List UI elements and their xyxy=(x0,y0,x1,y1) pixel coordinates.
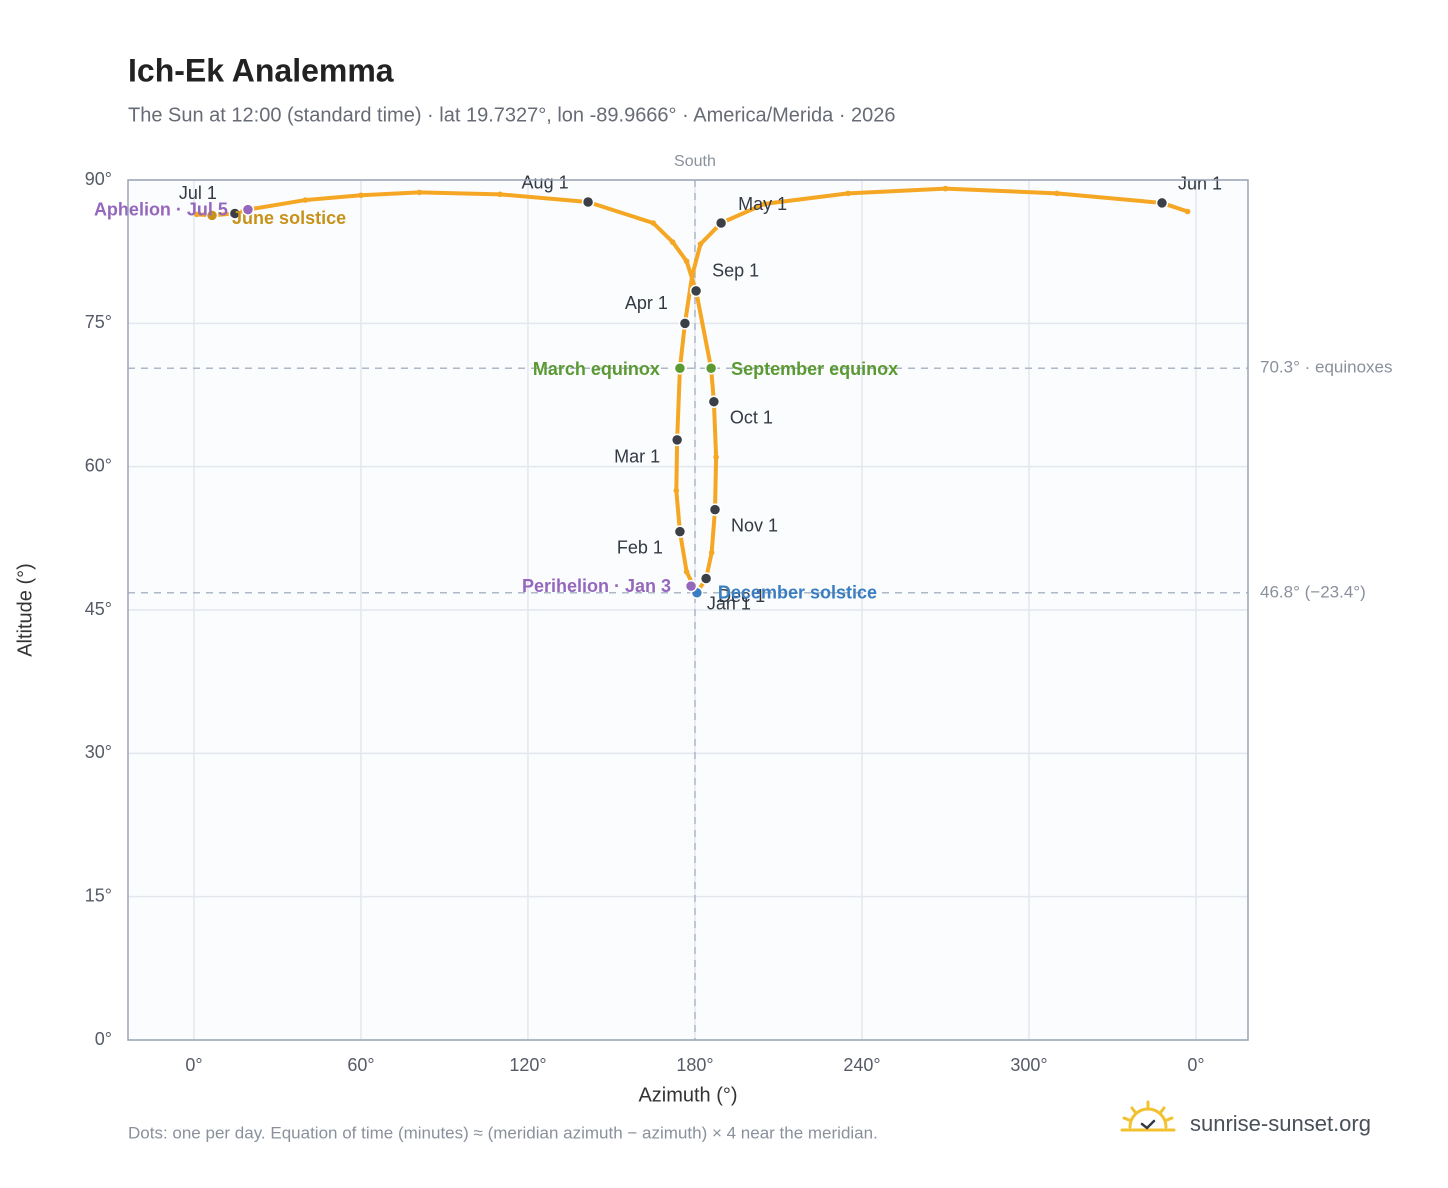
x-tick-label: 300° xyxy=(1010,1055,1047,1075)
day-dot xyxy=(1184,208,1191,215)
y-tick-label: 45° xyxy=(85,599,112,619)
event-dot xyxy=(581,195,595,209)
reference-label: 70.3° · equinoxes xyxy=(1260,358,1393,377)
event-dot xyxy=(708,503,722,516)
point-label: March equinox xyxy=(533,359,660,379)
y-tick-label: 60° xyxy=(85,455,112,475)
day-dot xyxy=(683,568,690,575)
event-dot xyxy=(241,203,255,216)
brand: sunrise-sunset.org xyxy=(1190,1111,1371,1136)
day-dot xyxy=(416,189,423,196)
x-tick-label: 180° xyxy=(676,1055,713,1075)
y-tick-label: 90° xyxy=(85,169,112,189)
point-label: Jun 1 xyxy=(1178,174,1222,194)
point-label: Oct 1 xyxy=(730,407,773,427)
chart-title: Ich-Ek Analemma xyxy=(128,52,394,88)
day-dot xyxy=(761,201,768,207)
y-axis-label: Altitude (°) xyxy=(14,563,36,657)
point-label: June solstice xyxy=(232,208,346,228)
point-label: Perihelion · Jan 3 xyxy=(522,576,671,596)
y-tick-label: 75° xyxy=(85,312,112,332)
y-tick-label: 0° xyxy=(95,1029,112,1049)
event-dot xyxy=(205,209,219,222)
event-dot xyxy=(707,395,721,408)
day-dot xyxy=(650,220,657,226)
y-tick-label: 30° xyxy=(85,742,112,762)
point-label: September equinox xyxy=(731,359,898,379)
event-dot xyxy=(673,361,687,375)
event-dot xyxy=(678,317,692,330)
x-tick-label: 0° xyxy=(185,1055,202,1075)
event-dot xyxy=(684,579,698,593)
x-tick-label: 120° xyxy=(509,1055,546,1075)
point-label: Nov 1 xyxy=(731,515,778,535)
point-label: Aug 1 xyxy=(522,173,569,193)
reference-label: 46.8° (−23.4°) xyxy=(1260,582,1366,601)
chart-subtitle: The Sun at 12:00 (standard time) · lat 1… xyxy=(128,104,896,126)
event-dot xyxy=(1155,196,1169,210)
event-dot xyxy=(714,216,728,230)
y-tick-label: 15° xyxy=(85,885,112,905)
point-label: Jan 1 xyxy=(707,594,751,614)
point-label: Jul 1 xyxy=(179,183,217,203)
day-dot xyxy=(193,211,200,218)
analemma-line xyxy=(194,186,1190,595)
day-dot xyxy=(358,192,364,199)
x-tick-label: 240° xyxy=(843,1055,880,1075)
event-dot xyxy=(228,207,242,220)
day-dot xyxy=(845,190,851,197)
day-dot xyxy=(697,241,704,247)
point-label: Sep 1 xyxy=(712,261,759,281)
event-dot xyxy=(699,572,713,585)
day-dot xyxy=(302,197,309,203)
x-tick-label: 0° xyxy=(1187,1055,1204,1075)
day-dot xyxy=(683,258,690,265)
day-dot xyxy=(669,239,676,245)
point-label: Dec 1 xyxy=(718,586,765,606)
brand-icon xyxy=(1120,1100,1176,1132)
event-dot xyxy=(704,361,718,375)
reference-label: South xyxy=(674,153,716,170)
x-tick-label: 60° xyxy=(347,1055,374,1075)
footnote: Dots: one per day. Equation of time (min… xyxy=(128,1123,878,1142)
event-dot xyxy=(673,525,687,538)
point-label: May 1 xyxy=(738,194,787,214)
day-dot xyxy=(497,191,503,198)
point-label: December solstice xyxy=(718,583,877,603)
event-dot xyxy=(670,433,684,447)
plot-border xyxy=(127,179,1249,1041)
point-label: Mar 1 xyxy=(614,447,660,467)
day-dot xyxy=(942,185,949,192)
day-dot xyxy=(713,454,719,460)
day-dot xyxy=(689,272,695,279)
day-dot xyxy=(1053,190,1060,197)
event-dot xyxy=(689,284,703,298)
point-label: Feb 1 xyxy=(617,537,663,557)
day-dot xyxy=(673,487,680,494)
point-label: Aphelion · Jul 5 xyxy=(94,199,228,219)
day-dot xyxy=(708,549,715,556)
x-axis-label: Azimuth (°) xyxy=(638,1084,737,1106)
point-label: Apr 1 xyxy=(625,293,668,313)
